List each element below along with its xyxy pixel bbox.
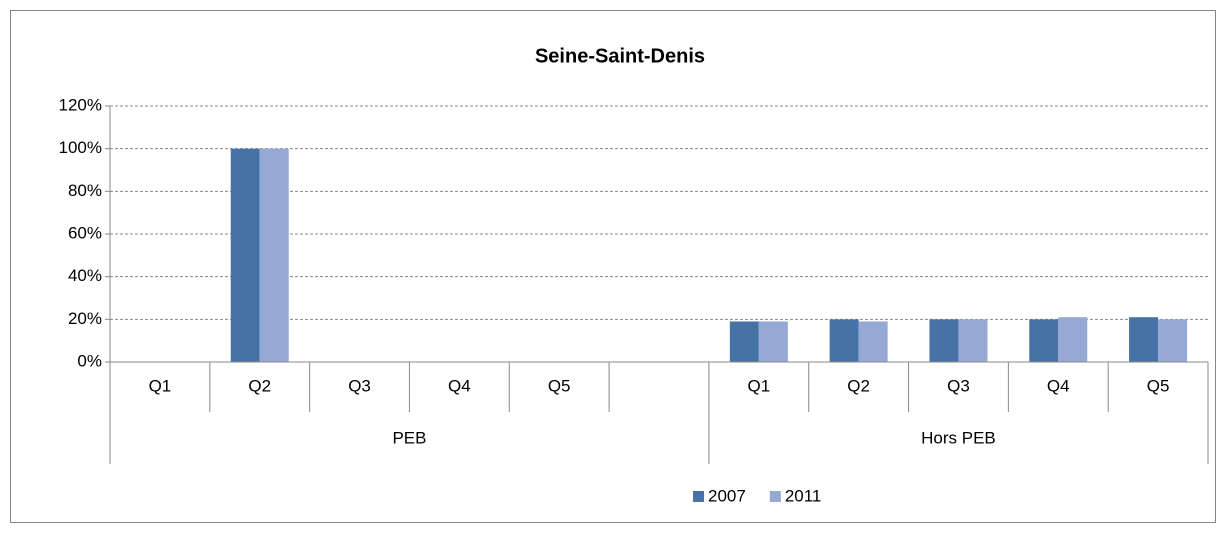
bar [858,321,888,362]
chart-frame [10,10,1216,523]
bar [1058,317,1088,362]
x-tick-label: Q3 [348,376,371,395]
x-tick-label: Q2 [847,376,870,395]
chart-title: Seine-Saint-Denis [535,45,705,67]
y-tick-label: 80% [68,181,102,200]
y-tick-label: 40% [68,266,102,285]
legend-swatch [769,491,781,502]
y-tick-label: 120% [59,95,102,114]
x-tick-label: Q4 [1047,376,1070,395]
bar [259,148,289,362]
x-tick-label: Q5 [1147,376,1170,395]
y-tick-label: 100% [59,138,102,157]
bar [829,319,859,362]
legend-label: 2011 [785,486,822,505]
x-tick-label: Q2 [248,376,271,395]
y-tick-label: 60% [68,223,102,242]
bar [729,321,759,362]
bar [1129,317,1159,362]
bar [230,148,260,362]
x-tick-label: Q4 [448,376,471,395]
x-tick-label: Q1 [747,376,770,395]
bar [929,319,959,362]
x-tick-label: Q3 [947,376,970,395]
y-tick-label: 0% [77,351,102,370]
bar [958,319,988,362]
group-label: PEB [392,428,426,447]
x-tick-label: Q5 [548,376,571,395]
x-tick-label: Q1 [149,376,172,395]
bar [1158,319,1188,362]
group-label: Hors PEB [921,428,996,447]
bar [1029,319,1059,362]
legend-label: 2007 [708,486,746,505]
bar [758,321,788,362]
legend-swatch [693,491,704,502]
y-tick-label: 20% [68,309,102,328]
